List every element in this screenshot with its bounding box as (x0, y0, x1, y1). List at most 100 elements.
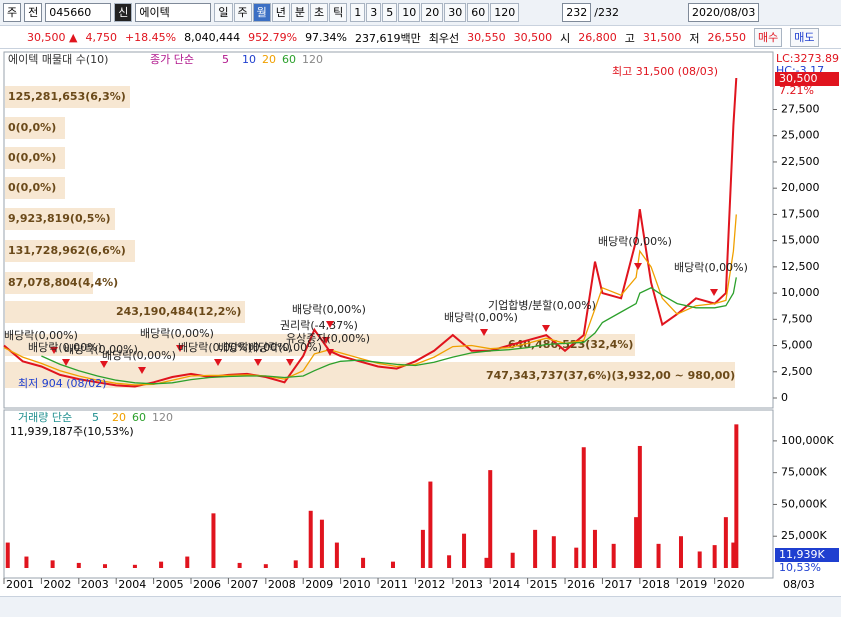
last-volume: 11,939K (779, 548, 825, 561)
price-line (41, 277, 737, 385)
low: 26,550 (707, 31, 747, 44)
y-tick-label: 50,000K (781, 497, 827, 510)
profile-band (5, 117, 65, 139)
event-arrow (214, 359, 222, 366)
x-tick-label: 2018 (642, 578, 670, 591)
change: 4,750 (85, 31, 117, 44)
interval-button[interactable]: 년 (271, 3, 290, 22)
count-button[interactable]: 10 (398, 3, 421, 22)
date[interactable]: 2020/08/03 (687, 3, 760, 22)
y-tick-label: 20,000 (781, 181, 820, 194)
volume: 8,040,444 (184, 31, 241, 44)
volume-bar (656, 543, 661, 568)
period[interactable]: 주 (3, 3, 22, 22)
event-annotation: 배당락(0,00%) (218, 341, 292, 354)
y-tick-label: 100,000K (781, 434, 834, 447)
x-tick-label: 2007 (230, 578, 258, 591)
volume-bar (697, 551, 702, 568)
profile-label: 125,281,653(6,3%) (8, 90, 126, 103)
profile-band (5, 86, 130, 108)
volume-bar (574, 547, 579, 568)
event-annotation: 배당락(0,00%) (178, 341, 252, 354)
y-tick-label: 25,000 (781, 129, 820, 142)
x-tick-label: 2012 (417, 578, 445, 591)
event-annotation: 배당락(0,00%) (292, 303, 366, 316)
event-arrow (326, 349, 334, 356)
code[interactable]: 045660 (45, 3, 112, 22)
volume-bar (361, 557, 366, 568)
y-tick-label: 17,500 (781, 207, 820, 220)
volume-bar (50, 560, 55, 568)
x-tick-label: 2006 (193, 578, 221, 591)
ma-period: 20 (262, 53, 276, 66)
profile-label: 0(0,0%) (8, 121, 56, 134)
x-tick-label: 2001 (6, 578, 34, 591)
volume-bar (308, 510, 313, 568)
interval-button[interactable]: 틱 (329, 3, 348, 22)
profile-label: 0(0,0%) (8, 181, 56, 194)
event-arrow (286, 359, 294, 366)
interval-button[interactable]: 분 (290, 3, 309, 22)
count-button[interactable]: 30 (444, 3, 467, 22)
volume-bar (484, 557, 489, 568)
event-arrow (254, 359, 262, 366)
count-button[interactable]: 20 (421, 3, 444, 22)
profile-label: 0(0,0%) (8, 151, 56, 164)
volume-bar (319, 519, 324, 568)
buy-button[interactable]: 매수 (754, 28, 783, 47)
bid: 30,500 (513, 31, 553, 44)
x-tick-label: 2002 (43, 578, 71, 591)
event-arrow (542, 325, 550, 332)
count-button[interactable]: 60 (467, 3, 490, 22)
volume-bar (533, 529, 538, 568)
profile-label: 243,190,484(12,2%) (116, 305, 241, 318)
interval-button[interactable]: 월 (252, 3, 271, 22)
count-button[interactable]: 1 (350, 3, 366, 22)
volume-bar (731, 542, 736, 568)
volume-bar (211, 513, 216, 568)
open: 26,800 (578, 31, 617, 44)
high: 31,500 (642, 31, 682, 44)
volume-bar (263, 564, 268, 568)
volume-bar (159, 561, 164, 568)
x-tick-label: 2003 (81, 578, 109, 591)
strength: 97.34% (305, 31, 348, 44)
event-arrow (326, 321, 334, 328)
shown[interactable]: 232 (562, 3, 592, 22)
badge: 신 (114, 3, 133, 22)
event-arrow (50, 347, 58, 354)
event-arrow (634, 263, 642, 270)
event-annotation: 유상증자(0,00%) (286, 332, 370, 345)
y-tick-label: 5,000 (781, 339, 813, 352)
y-tick-label: 22,500 (781, 155, 820, 168)
x-tick-label: 2020 (717, 578, 745, 591)
x-tick-label: 2005 (156, 578, 184, 591)
last-price: 30,500 (779, 72, 818, 85)
event-annotation: 권리락(-4,37%) (280, 319, 358, 332)
event-annotation: 배당락(0,00%) (248, 341, 322, 354)
profile-label: 9,923,819(0,5%) (8, 212, 111, 225)
event-arrow (62, 359, 70, 366)
volume-bar (712, 545, 717, 568)
sell-button[interactable]: 매도 (790, 28, 819, 47)
ma-period: 60 (132, 411, 146, 424)
event-annotation: 배당락(0,00%) (28, 341, 102, 354)
event-arrow (176, 345, 184, 352)
mode[interactable]: 전 (24, 3, 43, 22)
volume-bar (237, 562, 242, 568)
volume-bar (734, 424, 739, 568)
interval-button[interactable]: 주 (233, 3, 252, 22)
count-button[interactable]: 120 (490, 3, 520, 22)
legend-title: 거래량 단순 (18, 411, 72, 424)
count-button[interactable]: 5 (382, 3, 398, 22)
interval-button[interactable]: 일 (214, 3, 233, 22)
best-label: 최우선 (428, 31, 460, 45)
interval-button[interactable]: 초 (310, 3, 329, 22)
volume-bar (24, 556, 29, 568)
count-button[interactable]: 3 (366, 3, 382, 22)
event-annotation: 배당락(0,00%) (4, 329, 78, 342)
event-arrow (100, 361, 108, 368)
name[interactable]: 에이텍 (135, 3, 212, 22)
